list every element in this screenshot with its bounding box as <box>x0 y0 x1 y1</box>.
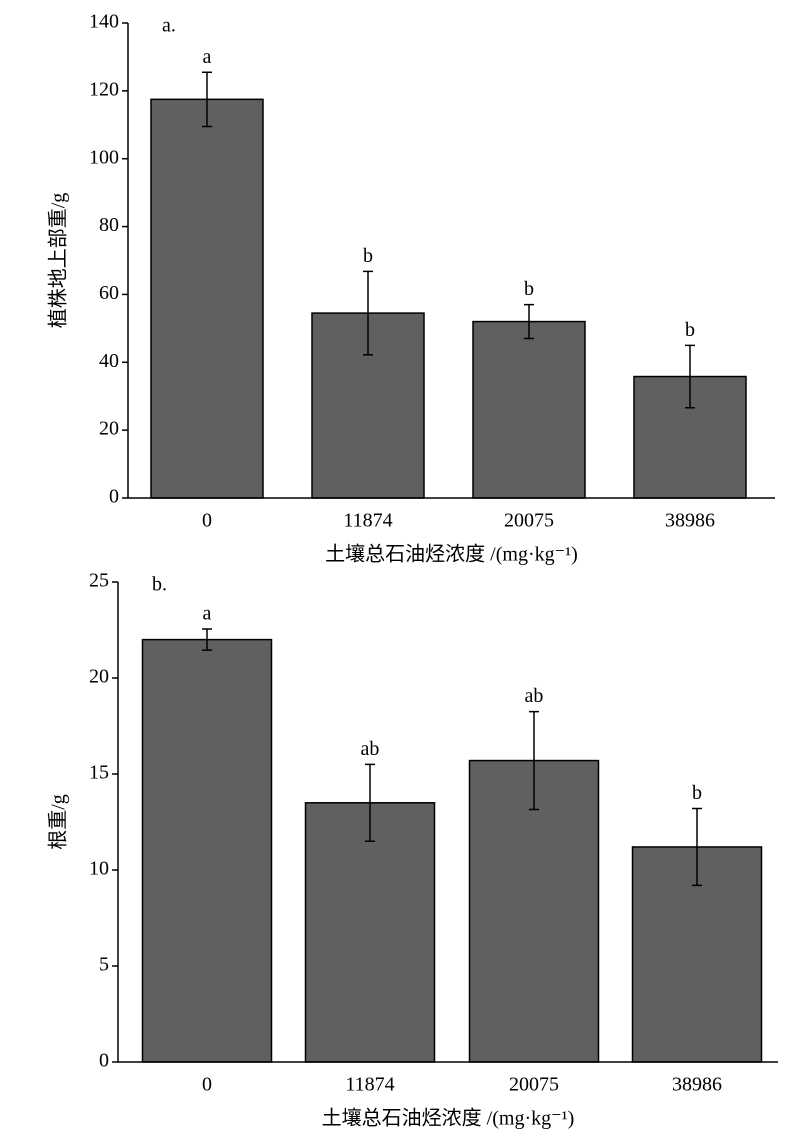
significance-letter: b <box>685 319 695 341</box>
y-tick-label: 20 <box>99 418 119 440</box>
y-tick-label: 25 <box>89 570 109 592</box>
x-tick-label: 20075 <box>504 510 554 532</box>
bar <box>304 802 436 1063</box>
y-tick-label: 40 <box>99 350 119 372</box>
error-bar <box>365 763 375 842</box>
y-tick-label: 0 <box>99 1050 109 1072</box>
y-tick-label: 120 <box>89 78 119 100</box>
error-bar <box>685 344 695 409</box>
axes <box>127 23 775 499</box>
significance-letter: a <box>203 46 212 68</box>
x-tick-label: 11874 <box>345 1074 394 1096</box>
significance-letter: b <box>524 278 534 300</box>
x-tick-label: 38986 <box>665 510 715 532</box>
significance-letter: b <box>363 245 373 267</box>
y-tick-label: 20 <box>89 666 109 688</box>
error-bar <box>692 807 702 887</box>
error-bar <box>529 710 539 811</box>
error-bar <box>202 71 212 128</box>
y-tick-label: 140 <box>89 11 119 33</box>
significance-letter: b <box>692 782 702 804</box>
y-tick-label: 0 <box>109 486 119 508</box>
axes <box>117 582 778 1063</box>
bar <box>141 638 273 1063</box>
x-tick-label: 0 <box>202 1074 212 1096</box>
y-axis-label: 根重/g <box>47 794 70 850</box>
error-bar <box>363 270 373 356</box>
y-tick-label: 100 <box>89 146 119 168</box>
x-tick-label: 11874 <box>343 510 392 532</box>
y-tick-label: 60 <box>99 282 119 304</box>
significance-letter: ab <box>525 685 544 707</box>
y-tick-label: 15 <box>89 762 109 784</box>
error-bar <box>524 303 534 340</box>
y-axis-label: 植株地上部重/g <box>47 193 70 329</box>
bar <box>472 320 586 499</box>
panel-label: a. <box>162 15 176 37</box>
y-tick-label: 10 <box>89 858 109 880</box>
x-tick-label: 20075 <box>509 1074 559 1096</box>
significance-letter: a <box>203 603 212 625</box>
x-tick-label: 38986 <box>672 1074 722 1096</box>
significance-letter: ab <box>361 738 380 760</box>
y-tick-label: 80 <box>99 214 119 236</box>
x-axis-label: 土壤总石油烃浓度 /(mg·kg⁻¹) <box>325 543 578 566</box>
x-axis-label: 土壤总石油烃浓度 /(mg·kg⁻¹) <box>322 1107 575 1130</box>
x-tick-label: 0 <box>202 510 212 532</box>
bar <box>150 98 264 499</box>
bar <box>468 759 600 1063</box>
error-bar <box>202 628 212 651</box>
panel-label: b. <box>152 574 167 596</box>
y-tick-label: 5 <box>99 954 109 976</box>
